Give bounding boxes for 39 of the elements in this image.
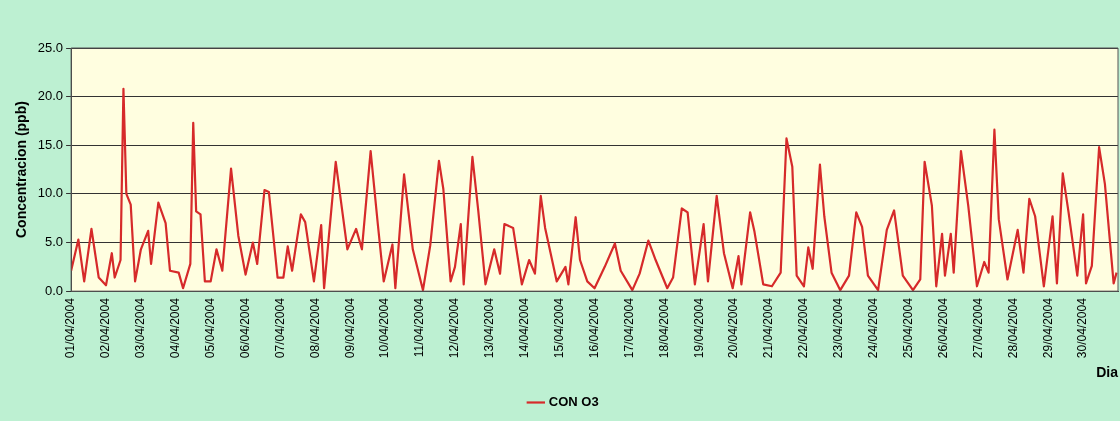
- legend-label: CON O3: [548, 394, 599, 410]
- x-tick-label: 22/04/2004: [796, 297, 811, 359]
- x-tick-label: 25/04/2004: [900, 297, 915, 359]
- x-tick-label: 24/04/2004: [866, 297, 881, 359]
- x-tick-label: 16/04/2004: [586, 297, 601, 359]
- x-tick-label: 19/04/2004: [691, 297, 706, 359]
- x-axis-title: Dia: [1096, 364, 1119, 381]
- x-tick-label: 28/04/2004: [1005, 297, 1020, 359]
- x-tick-label: 15/04/2004: [551, 297, 566, 359]
- x-tick-label: 29/04/2004: [1040, 297, 1055, 359]
- x-tick-label: 14/04/2004: [517, 297, 532, 359]
- x-tick-label: 03/04/2004: [133, 297, 148, 359]
- x-tick-label: 06/04/2004: [237, 297, 252, 359]
- x-tick-label: 02/04/2004: [98, 297, 113, 359]
- x-tick-label: 12/04/2004: [447, 297, 462, 359]
- x-tick-label: 11/04/2004: [412, 297, 427, 358]
- x-tick-label: 26/04/2004: [935, 297, 950, 359]
- x-tick-label: 27/04/2004: [970, 297, 985, 359]
- x-tick-label: 01/04/2004: [63, 297, 78, 359]
- x-tick-label: 08/04/2004: [307, 297, 322, 359]
- y-tick-label: 25.0: [37, 39, 64, 55]
- y-tick-label: 0.0: [45, 282, 64, 298]
- x-tick-label: 17/04/2004: [621, 297, 636, 359]
- y-tick-label: 15.0: [37, 136, 64, 152]
- x-tick-label: 07/04/2004: [272, 297, 287, 359]
- x-tick-label: 21/04/2004: [761, 297, 776, 359]
- x-tick-label: 13/04/2004: [482, 297, 497, 359]
- x-tick-label: 23/04/2004: [831, 297, 846, 359]
- x-tick-label: 09/04/2004: [342, 297, 357, 359]
- y-tick-label: 10.0: [37, 185, 64, 201]
- x-tick-label: 05/04/2004: [203, 297, 217, 359]
- y-axis-title: Concentracion (ppb): [13, 101, 30, 239]
- x-tick-label: 30/04/2004: [1075, 297, 1090, 359]
- x-tick-label: 10/04/2004: [377, 297, 392, 359]
- x-tick-label: 20/04/2004: [726, 297, 741, 359]
- x-tick-label: 18/04/2004: [656, 297, 671, 359]
- y-tick-label: 20.0: [37, 88, 64, 104]
- x-tick-label: 04/04/2004: [168, 297, 183, 359]
- y-tick-label: 5.0: [45, 234, 64, 250]
